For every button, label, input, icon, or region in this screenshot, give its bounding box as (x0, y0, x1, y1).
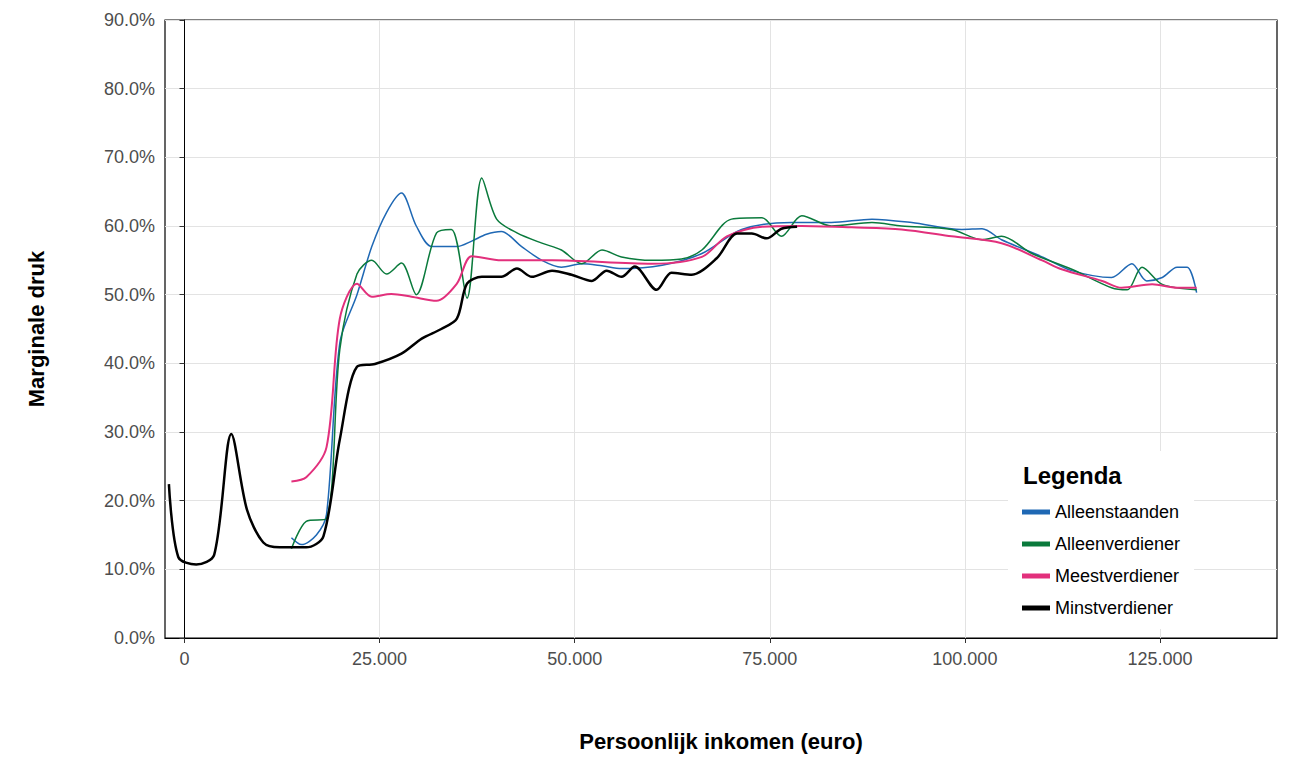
svg-text:20.0%: 20.0% (104, 491, 155, 511)
svg-text:Minstverdiener: Minstverdiener (1055, 598, 1173, 618)
svg-text:50.0%: 50.0% (104, 285, 155, 305)
svg-text:30.0%: 30.0% (104, 422, 155, 442)
svg-text:70.0%: 70.0% (104, 147, 155, 167)
svg-text:Persoonlijk inkomen (euro): Persoonlijk inkomen (euro) (579, 729, 863, 754)
svg-text:Meestverdiener: Meestverdiener (1055, 566, 1179, 586)
svg-text:Marginale druk: Marginale druk (24, 250, 49, 407)
svg-text:40.0%: 40.0% (104, 353, 155, 373)
svg-text:90.0%: 90.0% (104, 10, 155, 30)
svg-text:Alleenstaanden: Alleenstaanden (1055, 502, 1179, 522)
svg-text:100.000: 100.000 (932, 649, 997, 669)
svg-text:80.0%: 80.0% (104, 79, 155, 99)
svg-text:50.000: 50.000 (547, 649, 602, 669)
svg-text:0: 0 (180, 649, 190, 669)
svg-text:10.0%: 10.0% (104, 559, 155, 579)
svg-text:Alleenverdiener: Alleenverdiener (1055, 534, 1180, 554)
svg-text:Legenda: Legenda (1023, 462, 1122, 489)
svg-text:125.000: 125.000 (1127, 649, 1192, 669)
svg-text:25.000: 25.000 (352, 649, 407, 669)
svg-text:60.0%: 60.0% (104, 216, 155, 236)
svg-text:75.000: 75.000 (742, 649, 797, 669)
svg-text:0.0%: 0.0% (114, 628, 155, 648)
